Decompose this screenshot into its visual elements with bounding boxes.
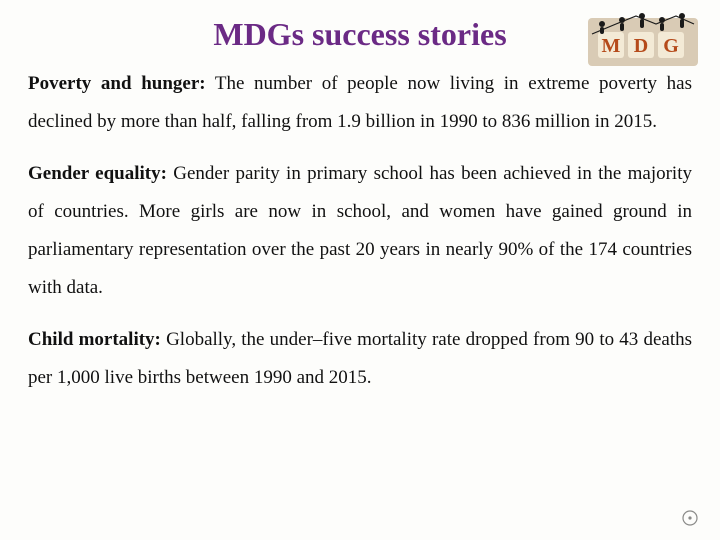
section-lead: Poverty and hunger: <box>28 73 206 94</box>
mdg-logo: M D G <box>588 10 698 70</box>
svg-text:G: G <box>663 35 679 57</box>
title-bar: MDGs success stories M D G <box>28 16 692 53</box>
next-page-button[interactable] <box>682 510 698 526</box>
svg-text:D: D <box>634 35 648 57</box>
section-poverty: Poverty and hunger: The number of people… <box>28 65 692 141</box>
section-gender: Gender equality: Gender parity in primar… <box>28 155 692 307</box>
logo-letters: M D G <box>598 32 684 58</box>
section-lead: Gender equality: <box>28 163 167 184</box>
section-child-mortality: Child mortality: Globally, the under–fiv… <box>28 321 692 397</box>
section-lead: Child mortality: <box>28 329 161 350</box>
svg-text:M: M <box>602 35 621 57</box>
